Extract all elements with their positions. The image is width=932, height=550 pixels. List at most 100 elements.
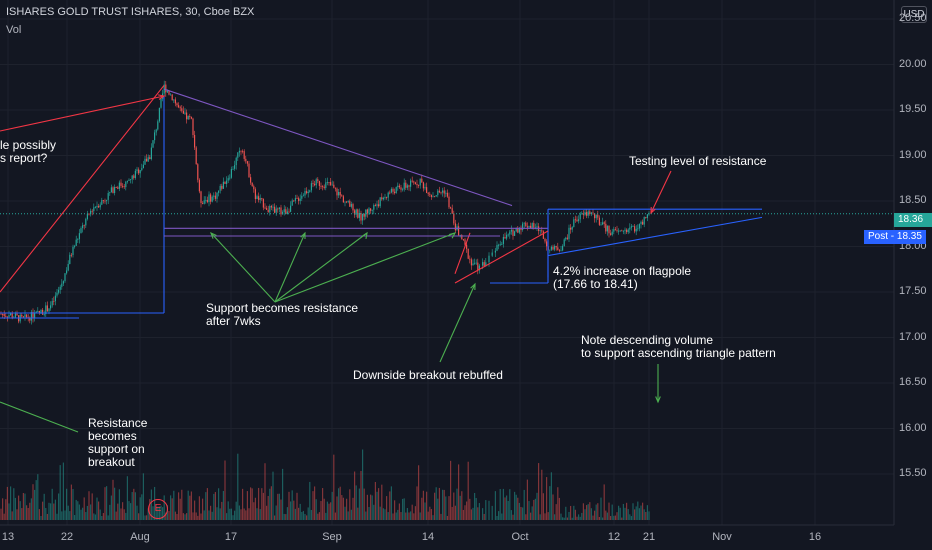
candle-325	[526, 226, 528, 228]
candle-3	[5, 315, 7, 317]
volume-bar-232	[371, 495, 373, 520]
volume-bar-344	[557, 487, 559, 520]
volume-bar-151	[242, 488, 244, 520]
volume-bar-4	[6, 486, 8, 520]
candle-105	[168, 91, 170, 95]
candle-19	[30, 311, 32, 321]
candle-210	[336, 188, 338, 196]
candle-286	[458, 226, 460, 236]
volume-bar-216	[346, 498, 348, 520]
volume-bar-77	[123, 509, 125, 520]
volume-bar-217	[347, 511, 349, 520]
volume-bar-169	[270, 486, 272, 520]
candle-238	[381, 197, 383, 200]
candle-323	[523, 222, 525, 224]
candle-91	[146, 158, 148, 162]
time-tick-0: 13	[1, 531, 15, 543]
volume-bar-12	[19, 501, 21, 520]
volume-bar-271	[434, 492, 436, 520]
candle-315	[510, 229, 512, 232]
volume-bar-346	[560, 513, 562, 520]
candle-211	[338, 191, 340, 196]
volume-bar-260	[416, 486, 418, 520]
volume-bar-175	[280, 499, 282, 520]
arrowhead-support-1	[210, 231, 217, 239]
volume-bar-0	[0, 508, 2, 520]
candle-118	[189, 116, 191, 118]
currency-button[interactable]: USD	[901, 6, 927, 23]
candle-215	[344, 201, 346, 203]
candle-115	[184, 112, 186, 114]
candle-245	[392, 188, 394, 192]
volume-bar-287	[459, 495, 461, 520]
volume-bar-23	[37, 474, 39, 520]
candle-186	[298, 198, 300, 201]
volume-bar-103	[165, 512, 167, 520]
volume-bar-316	[512, 514, 514, 520]
candle-56	[90, 210, 92, 214]
candle-140	[224, 181, 226, 184]
candle-163	[261, 197, 263, 199]
volume-bar-385	[622, 503, 624, 520]
candle-364	[589, 211, 591, 215]
candle-381	[616, 230, 618, 232]
candle-197	[315, 179, 317, 186]
volume-bar-153	[245, 510, 247, 520]
volume-bar-51	[82, 507, 84, 520]
volume-bar-323	[523, 489, 525, 520]
volume-bar-3	[5, 499, 7, 520]
candle-5	[8, 315, 10, 318]
volume-bar-338	[547, 512, 549, 520]
candle-399	[645, 217, 647, 218]
arrow-resistance-test	[650, 170, 672, 214]
candle-388	[627, 229, 629, 233]
candle-128	[205, 199, 207, 201]
volume-bar-199	[318, 512, 320, 520]
candle-266	[426, 187, 428, 193]
candle-114	[182, 110, 184, 114]
volume-bar-131	[210, 505, 212, 520]
candle-99	[158, 107, 160, 122]
candle-273	[437, 190, 439, 196]
volume-bar-61	[98, 501, 100, 520]
volume-bar-220	[352, 497, 354, 520]
earnings-badge[interactable]: E	[148, 499, 168, 519]
candle-49	[78, 233, 80, 240]
volume-bar-70	[112, 479, 114, 520]
volume-bar-42	[67, 505, 69, 520]
volume-bar-174	[278, 493, 280, 520]
candle-390	[630, 226, 632, 228]
volume-bar-44	[70, 484, 72, 520]
volume-bar-358	[579, 516, 581, 520]
volume-bar-63	[101, 515, 103, 520]
time-tick-6: Oct	[511, 531, 529, 543]
candle-377	[610, 233, 612, 235]
candle-267	[427, 192, 429, 194]
volume-bar-54	[86, 505, 88, 520]
volume-bar-378	[611, 504, 613, 520]
candle-334	[541, 230, 543, 232]
candle-287	[459, 235, 461, 236]
volume-bar-145	[232, 515, 234, 520]
candle-21	[34, 313, 36, 319]
candle-224	[358, 212, 360, 218]
candle-376	[608, 225, 610, 234]
candle-230	[368, 208, 370, 214]
candle-68	[109, 192, 111, 194]
volume-bar-360	[582, 503, 584, 520]
volume-bar-78	[125, 512, 127, 520]
volume-bar-183	[293, 500, 295, 520]
volume-bar-222	[355, 485, 357, 520]
candle-299	[478, 265, 480, 271]
time-tick-5: 14	[421, 531, 435, 543]
candle-205	[328, 182, 330, 183]
candle-296	[474, 262, 476, 264]
candle-380	[614, 229, 616, 231]
candle-29	[46, 305, 48, 312]
volume-bar-49	[78, 504, 80, 520]
candle-44	[70, 254, 72, 256]
volume-bar-80	[128, 501, 130, 520]
candle-195	[312, 183, 314, 184]
volume-bar-195	[312, 491, 314, 520]
